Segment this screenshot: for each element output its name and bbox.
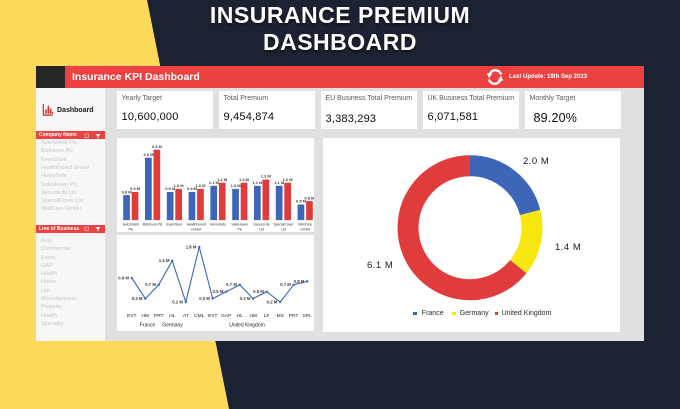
- svg-text:0.8 M: 0.8 M: [293, 279, 304, 284]
- svg-text:Plc: Plc: [128, 228, 133, 232]
- svg-text:EVT: EVT: [208, 313, 217, 319]
- svg-text:GmbH: GmbH: [300, 228, 310, 232]
- svg-text:1.4 M: 1.4 M: [158, 258, 169, 263]
- svg-text:0.9 M: 0.9 M: [186, 186, 197, 191]
- svg-text:0.8 M: 0.8 M: [121, 189, 132, 194]
- svg-text:0.2 M: 0.2 M: [172, 299, 183, 304]
- svg-text:Bizinsure Plc: Bizinsure Plc: [142, 223, 162, 227]
- svg-text:HM: HM: [249, 313, 256, 319]
- svg-text:SpecialCover: SpecialCover: [273, 223, 294, 227]
- svg-text:SafeHaven: SafeHaven: [231, 223, 248, 227]
- svg-text:1.2 M: 1.2 M: [217, 177, 228, 182]
- svg-text:0.5 M: 0.5 M: [212, 289, 223, 294]
- svg-text:HM: HM: [141, 313, 148, 319]
- svg-text:0.5 M: 0.5 M: [253, 289, 264, 294]
- svg-text:0.9 M: 0.9 M: [129, 186, 140, 191]
- svg-text:0.3 M: 0.3 M: [239, 296, 250, 301]
- svg-text:1.2 M: 1.2 M: [238, 177, 249, 182]
- svg-text:0.9 M: 0.9 M: [118, 275, 129, 280]
- svg-text:GmbH: GmbH: [191, 228, 201, 232]
- svg-text:0.2 M: 0.2 M: [266, 299, 277, 304]
- svg-text:0.7 M: 0.7 M: [145, 282, 156, 287]
- svg-text:Ltd: Ltd: [281, 228, 286, 232]
- svg-text:MS: MS: [276, 313, 283, 319]
- svg-text:AutoShield: AutoShield: [122, 223, 139, 227]
- svg-text:1.1 M: 1.1 M: [208, 180, 219, 185]
- svg-text:HL: HL: [236, 313, 242, 319]
- svg-text:1.0 M: 1.0 M: [195, 183, 206, 188]
- svg-text:WellCare: WellCare: [298, 223, 312, 227]
- svg-text:France: France: [139, 322, 155, 328]
- svg-text:0.7 M: 0.7 M: [280, 282, 291, 287]
- svg-text:LF: LF: [263, 313, 269, 319]
- svg-text:HomeSafe: HomeSafe: [209, 223, 225, 227]
- svg-text:PRT: PRT: [154, 313, 164, 319]
- svg-text:1.3 M: 1.3 M: [260, 174, 271, 179]
- svg-text:0.3 M: 0.3 M: [199, 296, 210, 301]
- svg-text:Ltd: Ltd: [259, 228, 264, 232]
- svg-text:2.3 M: 2.3 M: [151, 144, 162, 149]
- svg-text:SecureLife: SecureLife: [253, 223, 269, 227]
- svg-text:SPL: SPL: [302, 313, 311, 319]
- svg-text:0.7 M: 0.7 M: [226, 282, 237, 287]
- svg-text:EventSure: EventSure: [166, 223, 182, 227]
- svg-text:AT: AT: [182, 313, 188, 319]
- svg-text:1.1 M: 1.1 M: [252, 180, 263, 185]
- svg-text:6.1 M: 6.1 M: [367, 260, 393, 271]
- svg-text:2.0 M: 2.0 M: [523, 156, 549, 167]
- svg-text:2.0 M: 2.0 M: [143, 152, 154, 157]
- svg-text:1.8 M: 1.8 M: [185, 244, 196, 249]
- svg-text:GAP: GAP: [221, 313, 231, 319]
- svg-text:1.1 M: 1.1 M: [274, 180, 285, 185]
- svg-text:1.2 M: 1.2 M: [282, 177, 293, 182]
- svg-text:United Kingdom: United Kingdom: [229, 322, 265, 328]
- svg-text:0.3 M: 0.3 M: [131, 296, 142, 301]
- svg-text:1.0 M: 1.0 M: [173, 183, 184, 188]
- svg-text:EVT: EVT: [127, 313, 136, 319]
- svg-text:0.9 M: 0.9 M: [165, 186, 176, 191]
- svg-text:Plc: Plc: [237, 228, 242, 232]
- svg-text:CML: CML: [194, 313, 204, 319]
- svg-text:HL: HL: [169, 313, 175, 319]
- svg-text:1.0 M: 1.0 M: [230, 183, 241, 188]
- svg-text:0.5 M: 0.5 M: [295, 199, 306, 204]
- svg-text:1.4 M: 1.4 M: [555, 242, 581, 253]
- svg-text:0.8 M: 0.8 M: [304, 195, 314, 200]
- svg-text:HealthGuard: HealthGuard: [186, 223, 205, 227]
- svg-text:Germany: Germany: [162, 322, 183, 328]
- svg-text:PRT: PRT: [288, 313, 298, 319]
